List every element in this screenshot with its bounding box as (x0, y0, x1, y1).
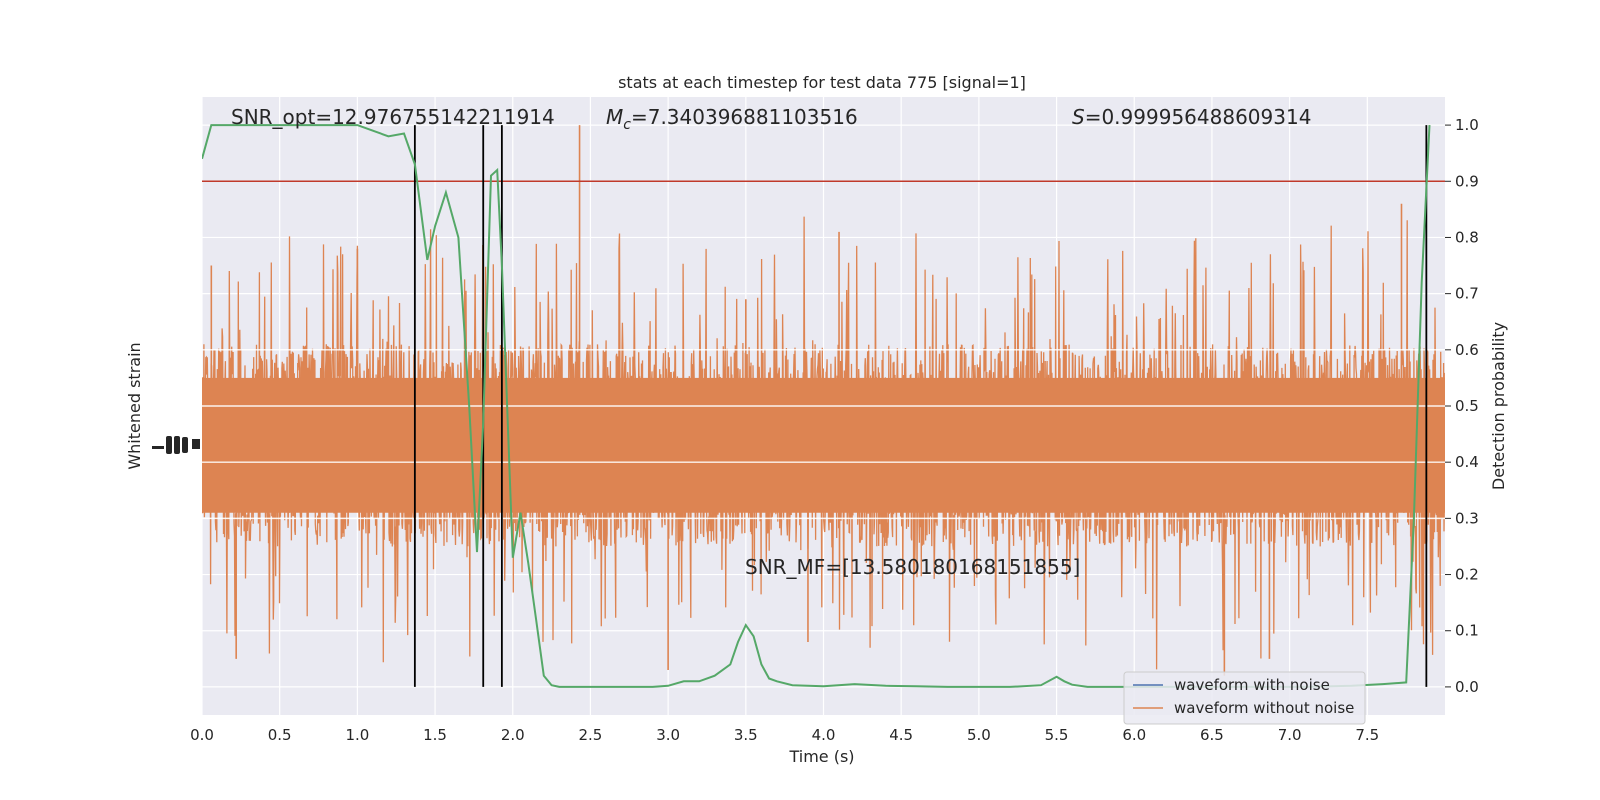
y-tick-label: 0.4 (1455, 453, 1479, 471)
legend-label-with-noise: waveform with noise (1174, 676, 1330, 694)
mc-subscript: c (623, 117, 631, 133)
x-tick-label: 2.0 (501, 726, 525, 744)
x-tick-label: 7.5 (1355, 726, 1379, 744)
y-tick-label: 0.3 (1455, 509, 1479, 527)
y-tick-label: 0.5 (1455, 397, 1479, 415)
x-tick-label: 2.5 (579, 726, 603, 744)
legend-label-without-noise: waveform without noise (1174, 699, 1354, 717)
x-tick-label: 5.0 (967, 726, 991, 744)
s-value: =0.999956488609314 (1085, 105, 1312, 129)
y-tick-label: 0.1 (1455, 622, 1479, 640)
probability-line (202, 124, 1431, 688)
y-tick-label: 0.7 (1455, 285, 1479, 303)
mc-value: =7.340396881103516 (631, 105, 858, 129)
annotation-snr-mf: SNR_MF=[13.580180168151855] (745, 555, 1080, 579)
x-tick-label: 3.0 (656, 726, 680, 744)
strain-series (202, 125, 1445, 676)
probability-series (202, 124, 1431, 688)
annotation-s: S=0.999956488609314 (1072, 105, 1311, 129)
legend-box (1123, 671, 1366, 725)
mc-symbol: M (606, 105, 623, 129)
annotation-mc: Mc=7.340396881103516 (606, 105, 858, 133)
y-right-label: Detection probability (1489, 322, 1508, 490)
annotation-snr-opt: SNR_opt=12.976755142211914 (231, 105, 555, 129)
y-tick-label: 0.0 (1455, 678, 1479, 696)
legend: waveform with noise waveform without noi… (1123, 671, 1366, 725)
y-right-ticks: 0.0 0.1 0.2 0.3 0.4 0.5 0.6 0.7 0.8 0.9 1.0 (1445, 116, 1479, 696)
x-tick-label: 5.5 (1045, 726, 1069, 744)
x-tick-label: 0.5 (268, 726, 292, 744)
y-tick-label: 0.9 (1455, 172, 1479, 190)
x-tick-label: 1.5 (423, 726, 447, 744)
strain-core-band (202, 377, 1445, 513)
s-symbol: S (1072, 105, 1085, 129)
x-axis-label: Time (s) (788, 747, 854, 766)
x-tick-label: 0.0 (190, 726, 214, 744)
x-tick-label: 6.0 (1122, 726, 1146, 744)
x-ticks: 0.0 0.5 1.0 1.5 2.0 2.5 3.0 3.5 4.0 4.5 5.0 5.5 6.0 6… (190, 726, 1379, 744)
y-tick-label: 0.6 (1455, 341, 1479, 359)
y-tick-label: 0.2 (1455, 566, 1479, 584)
x-tick-label: 3.5 (734, 726, 758, 744)
y-left-label: Whitened strain (125, 342, 144, 469)
y-tick-label: 0.8 (1455, 228, 1479, 246)
x-tick-label: 4.5 (889, 726, 913, 744)
x-tick-label: 7.0 (1278, 726, 1302, 744)
y-tick-label: 1.0 (1455, 116, 1479, 134)
x-tick-label: 6.5 (1200, 726, 1224, 744)
chart-title: stats at each timestep for test data 775… (618, 73, 1026, 92)
x-tick-label: 4.0 (812, 726, 836, 744)
left-axis-clutter (152, 436, 200, 454)
overlay (202, 125, 1445, 687)
x-tick-label: 1.0 (345, 726, 369, 744)
